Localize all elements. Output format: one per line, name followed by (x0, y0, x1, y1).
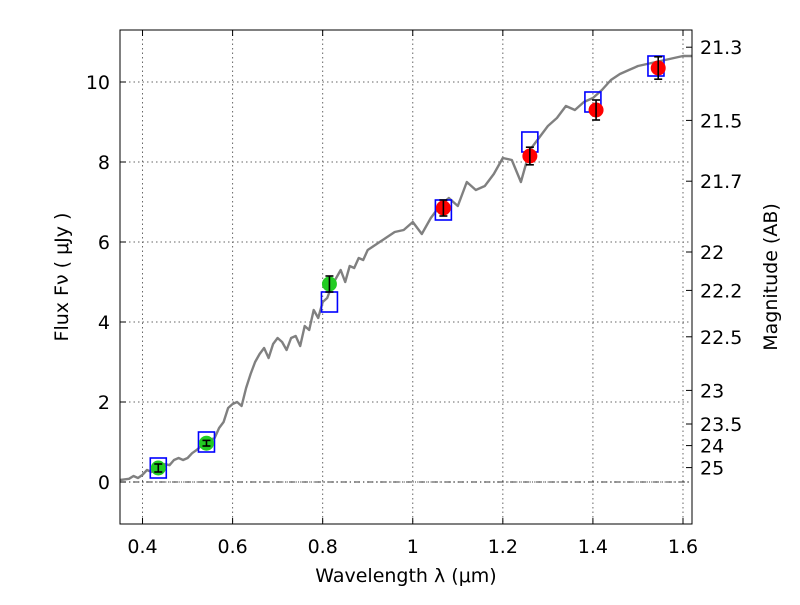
magnitude-tick-label: 21.5 (700, 110, 742, 132)
model-photometry-square (197, 431, 216, 453)
y-axis-label: Flux Fν ( μJy ) (51, 213, 73, 342)
y-tick-label: 0 (98, 472, 110, 494)
tick-labels: 0.4 0.6 0.8 1 1.2 1.4 1.6024681021.321.521.722… (86, 37, 743, 558)
magnitude-tick-label: 21.7 (700, 171, 742, 193)
x-axis-label: Wavelength λ (μm) (315, 565, 496, 587)
magnitude-tick-label: 23.5 (700, 414, 742, 436)
magnitude-tick-label: 24 (700, 436, 724, 458)
y2-axis-label: Magnitude (AB) (760, 203, 782, 351)
plot-frame (119, 29, 693, 525)
model-sed-line (120, 54, 692, 482)
x-tick-label: 1.2 (488, 536, 518, 558)
x-tick-label: 1 (407, 536, 419, 558)
y-tick-label: 4 (98, 312, 110, 334)
magnitude-tick-label: 23 (700, 380, 724, 402)
magnitude-tick-label: 25 (700, 458, 724, 480)
magnitude-tick-label: 22.2 (700, 280, 742, 302)
y-tick-label: 8 (98, 152, 110, 174)
magnitude-tick-label: 22 (700, 242, 724, 264)
magnitude-tick-label: 22.5 (700, 327, 742, 349)
axis-ticks (120, 30, 692, 524)
x-tick-label: 1.4 (578, 536, 608, 558)
y-tick-label: 10 (86, 72, 110, 94)
plot-data (120, 54, 692, 482)
model-photometry-square (149, 457, 168, 479)
x-tick-label: 0.4 (127, 536, 157, 558)
y-tick-label: 6 (98, 232, 110, 254)
x-tick-label: 0.8 (308, 536, 338, 558)
magnitude-tick-label: 21.3 (700, 37, 742, 59)
x-tick-label: 0.6 (217, 536, 247, 558)
y-tick-label: 2 (98, 392, 110, 414)
x-tick-label: 1.6 (668, 536, 698, 558)
